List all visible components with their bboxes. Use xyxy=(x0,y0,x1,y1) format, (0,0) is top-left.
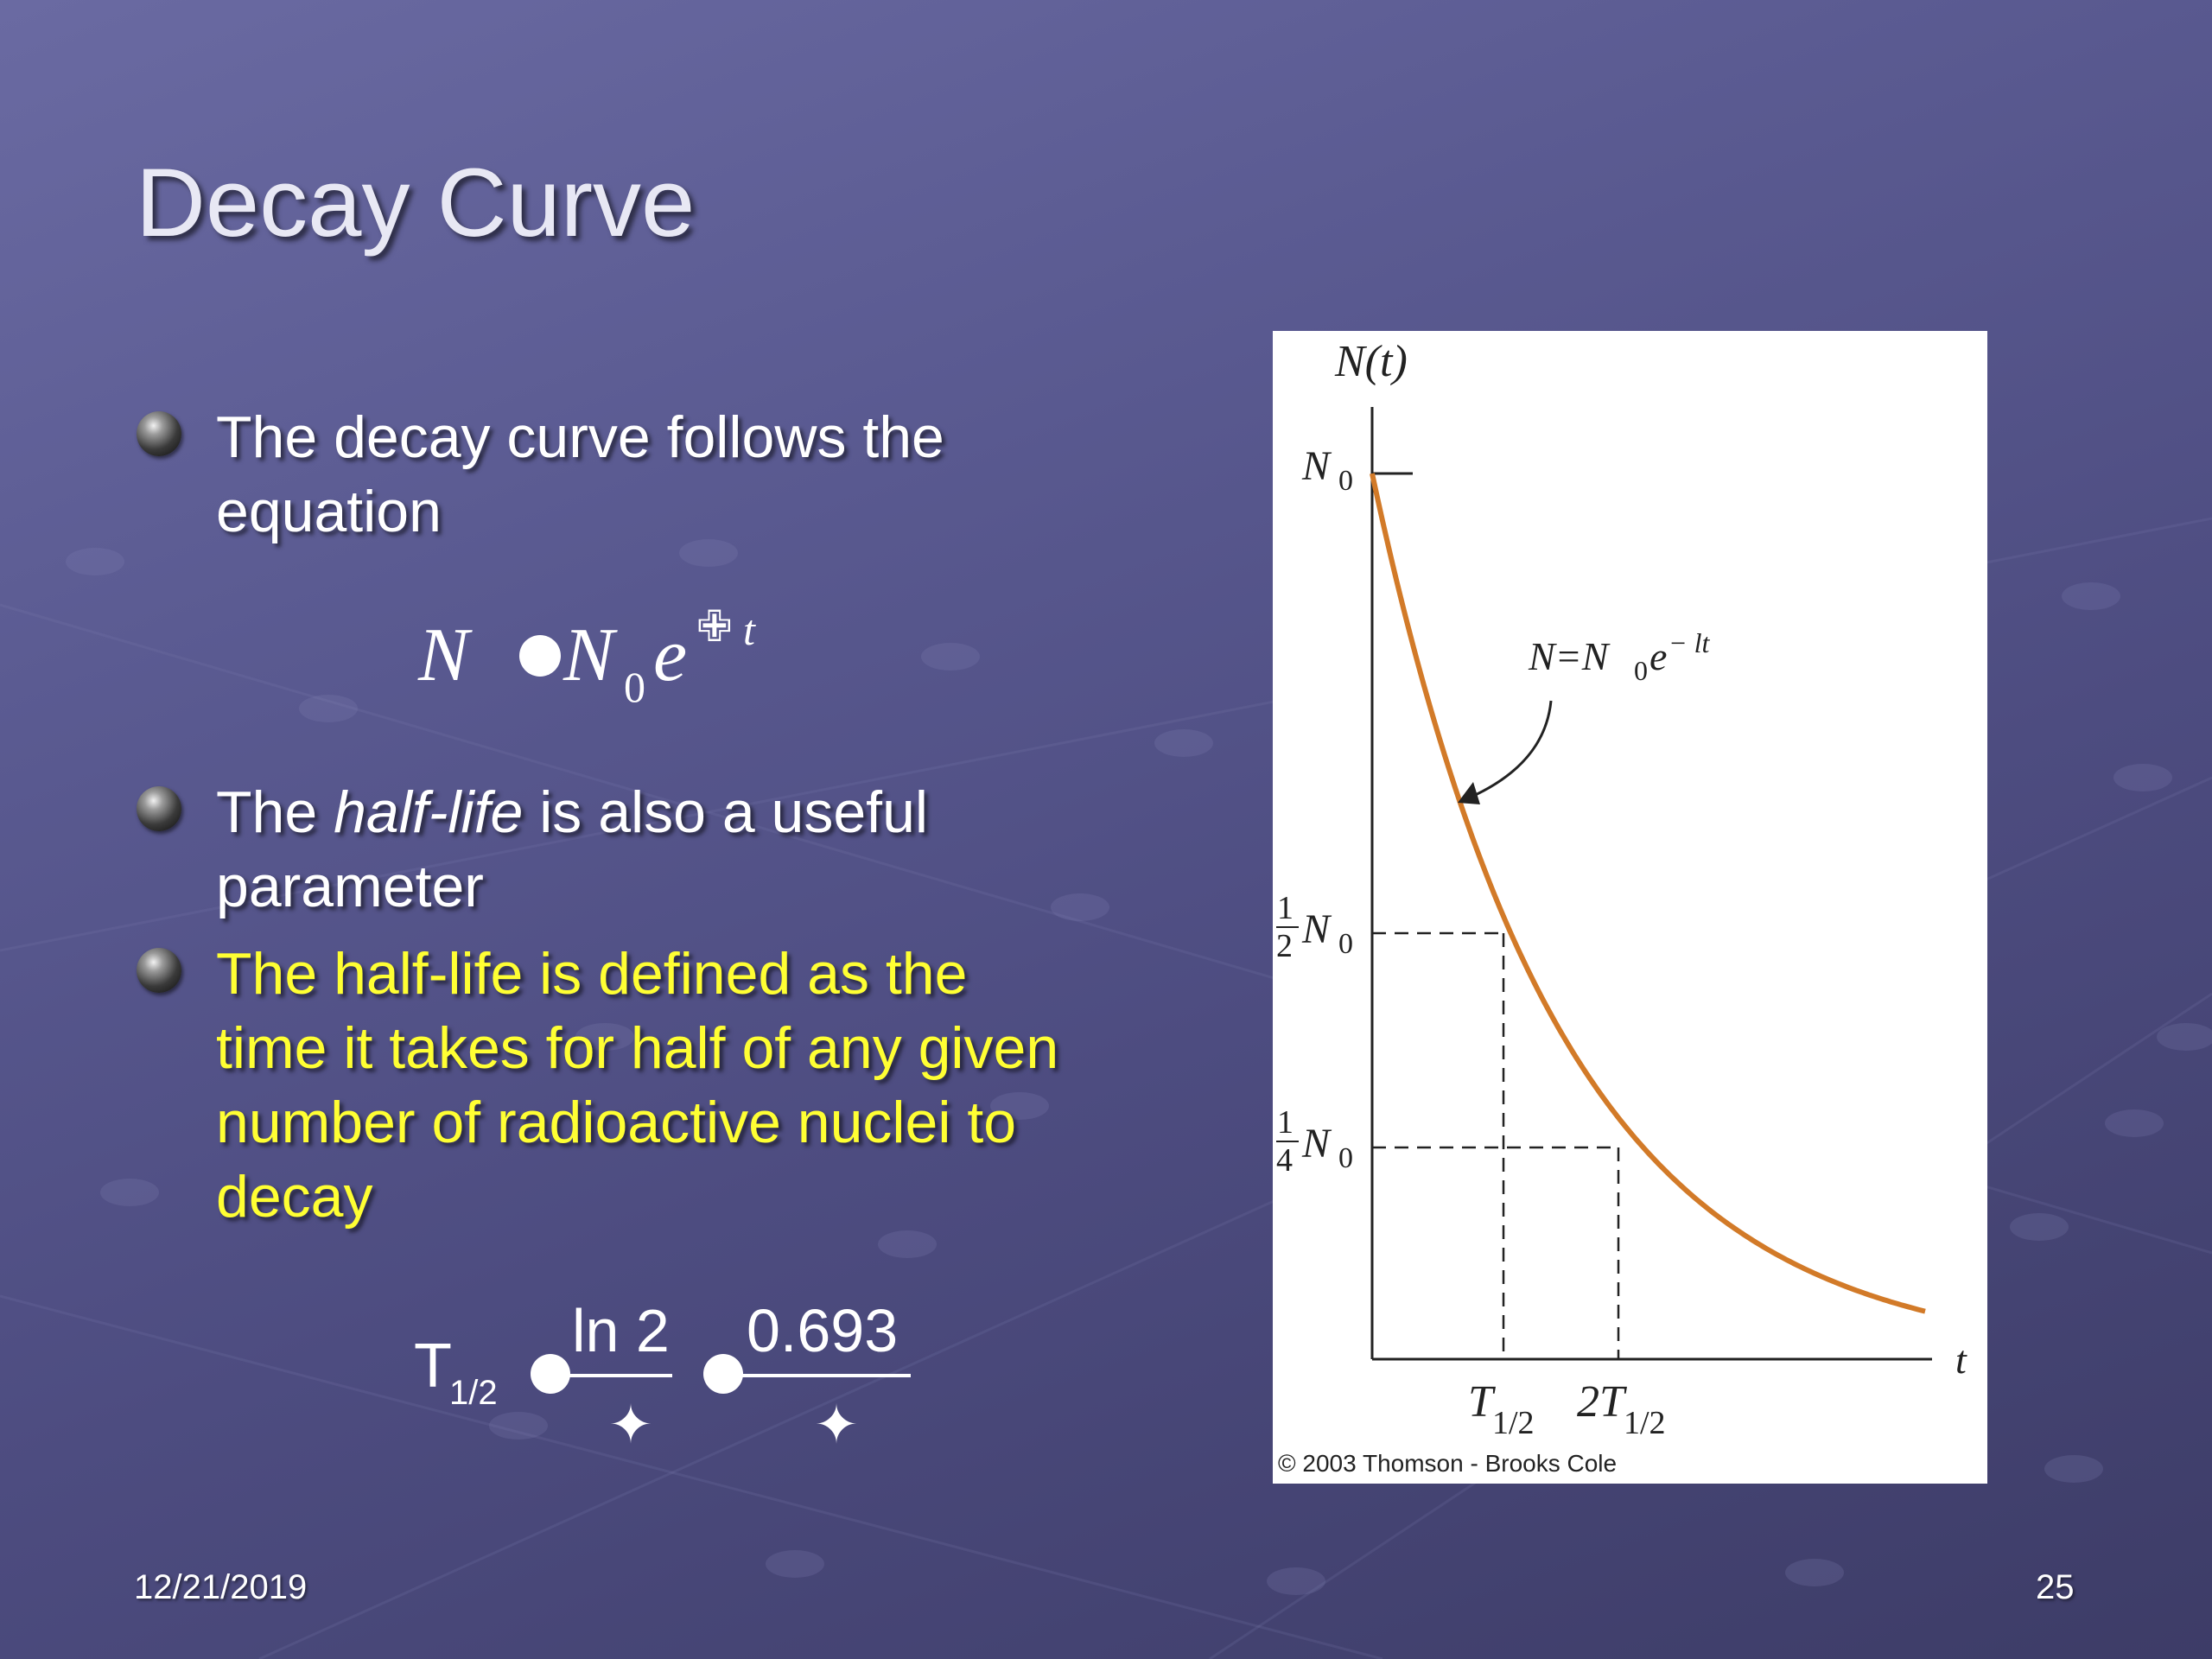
formula-denominator-glyph: ✦ xyxy=(608,1393,653,1456)
formula-lhs: T xyxy=(414,1332,452,1401)
curve-equation-subscript: 0 xyxy=(1634,655,1648,686)
half-label-denominator: 2 xyxy=(1276,928,1293,964)
equals-symbol-dot xyxy=(519,635,561,677)
footer-date: 12/21/2019 xyxy=(134,1568,308,1606)
curve-label-arrow xyxy=(1469,700,1553,799)
quarter-label-n: N xyxy=(1301,1121,1332,1166)
equation-exponent-glyph: ✙ xyxy=(696,601,733,652)
half-label-n: N xyxy=(1301,906,1332,952)
n0-label: N xyxy=(1301,443,1332,489)
half-label-numerator: 1 xyxy=(1277,890,1294,926)
formula-denominator-glyph: ✦ xyxy=(814,1393,859,1456)
fraction-bar xyxy=(565,1374,672,1377)
equals-symbol-dot xyxy=(703,1354,743,1394)
equation-base: N xyxy=(563,613,614,697)
bullet-text-definition: The half-life is defined as the time it … xyxy=(216,941,1059,1230)
decay-chart: N(t) t N 0 1 2 N 0 1 4 N 0 N=N 0 e − lt … xyxy=(1276,337,1967,1477)
n0-label-subscript: 0 xyxy=(1338,465,1353,497)
half-life-guides xyxy=(1372,931,1620,1359)
fraction-bar xyxy=(741,1374,911,1377)
slide-title: Decay Curve xyxy=(136,149,696,257)
equation-exp-base: e xyxy=(653,613,688,697)
curve-equation-exponent: − lt xyxy=(1669,627,1710,658)
quarter-label-denominator: 4 xyxy=(1276,1142,1293,1179)
two-t-half-tick-label: 2T xyxy=(1577,1377,1627,1427)
curve-equation-label: N=N xyxy=(1528,634,1611,678)
bullet-icon xyxy=(137,786,181,831)
bullet-icon xyxy=(137,411,181,456)
formula-numerator-value: 0.693 xyxy=(747,1297,899,1364)
formula-lhs-subscript: 1/2 xyxy=(449,1374,498,1412)
bullet-text-half-life: The half-life is also a useful parameter xyxy=(216,779,928,919)
half-label-subscript: 0 xyxy=(1338,928,1353,960)
x-axis-label: t xyxy=(1955,1338,1967,1382)
equation-lhs: N xyxy=(418,613,469,697)
arrow-head xyxy=(1458,782,1480,804)
copyright-text: © 2003 Thomson - Brooks Cole xyxy=(1278,1450,1617,1477)
curve-equation-e: e xyxy=(1649,634,1667,678)
decay-curve-line xyxy=(1370,473,1926,1314)
quarter-label-subscript: 0 xyxy=(1338,1142,1353,1174)
equation-exponent-var: t xyxy=(743,606,755,654)
equation-base-subscript: 0 xyxy=(624,663,645,711)
t-half-tick-subscript: 1/2 xyxy=(1492,1405,1535,1441)
decay-curve-figure: N(t) t N 0 1 2 N 0 1 4 N 0 N=N 0 e − lt … xyxy=(1273,331,1987,1484)
bullet-text-equation: The decay curve follows the equation xyxy=(216,404,944,544)
equals-symbol-dot xyxy=(531,1354,570,1394)
formula-numerator-ln2: ln 2 xyxy=(572,1297,670,1364)
bullet-icon xyxy=(137,948,181,993)
t-half-tick-label: T xyxy=(1468,1377,1496,1427)
quarter-label-numerator: 1 xyxy=(1277,1104,1294,1141)
footer-page-number: 25 xyxy=(2036,1568,2075,1606)
two-t-half-tick-subscript: 1/2 xyxy=(1624,1405,1666,1441)
y-axis-label: N(t) xyxy=(1334,337,1408,386)
